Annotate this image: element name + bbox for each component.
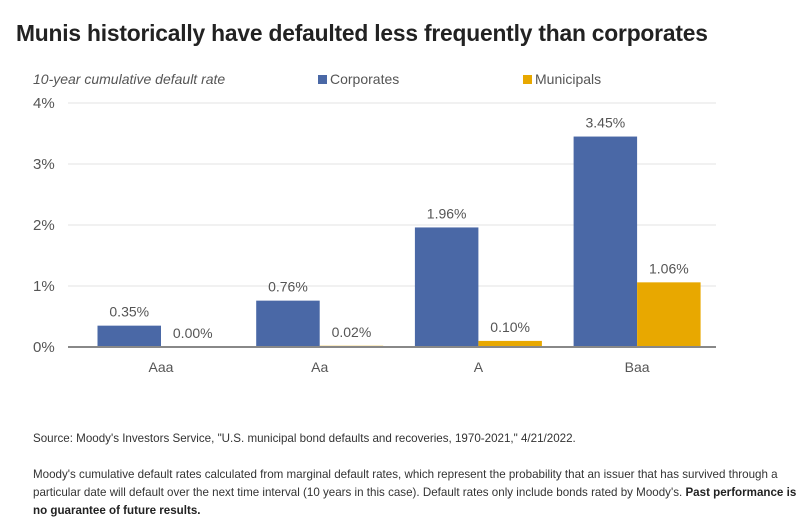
chart-subtitle: 10-year cumulative default rate [33,71,226,87]
bar-municipals-a [478,340,542,347]
legend-swatch-corporates [318,74,327,84]
data-label: 0.00% [173,325,213,341]
bar-chart: 0% 1% 2% 3% 4% 0.35% 0.00% Aaa 0.76% 0.02% Aa 1.96%… [33,95,716,375]
y-tick-label: 1% [33,278,55,295]
data-label: 3.45% [585,115,625,131]
bar-corporates-aa [256,300,320,347]
y-tick-label: 2% [33,217,55,234]
disclaimer-footnote: Moody's cumulative default rates calcula… [33,466,808,520]
disclaimer-text: Moody's cumulative default rates calcula… [33,468,778,499]
disclaimer-bold-text: Past performance is no guarantee of futu… [33,486,797,517]
y-tick-label: 0% [33,339,55,356]
x-tick-label: Aaa [149,359,174,375]
legend-swatch-municipals [523,74,532,84]
data-label: 0.35% [109,304,149,320]
data-label: 1.06% [649,260,689,276]
bar-corporates-aaa [97,325,161,347]
legend-label-corporates: Corporates [330,71,400,87]
legend-item-municipals: Municipals [523,71,601,87]
bar-corporates-a [414,227,479,347]
x-tick-label: A [474,359,484,375]
y-tick-label: 3% [33,156,55,173]
bar-corporates-baa [573,136,638,347]
data-label: 0.02% [332,324,372,340]
legend-item-corporates: Corporates [318,71,399,87]
chart-title: Munis historically have defaulted less f… [16,20,708,46]
data-label: 1.96% [427,205,467,221]
data-label: 0.76% [268,279,308,295]
x-tick-label: Baa [625,359,650,375]
legend-label-municipals: Municipals [535,71,602,87]
data-label: 0.10% [490,319,530,335]
bar-municipals-baa [637,282,701,347]
source-footnote: Source: Moody's Investors Service, "U.S.… [33,432,576,445]
x-tick-label: Aa [311,359,328,375]
y-tick-label: 4% [33,95,55,112]
